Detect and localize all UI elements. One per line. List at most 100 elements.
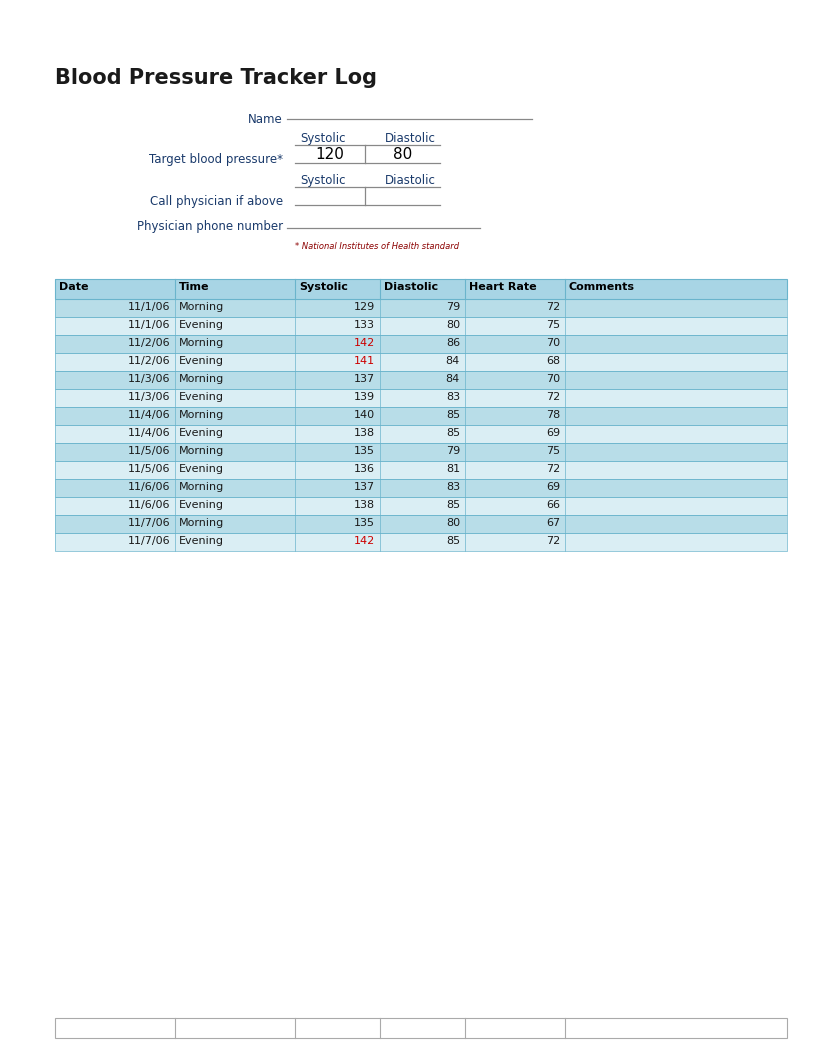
Text: 141: 141: [354, 356, 375, 366]
Text: 75: 75: [546, 320, 560, 330]
Bar: [55, 317, 787, 335]
Text: Date: Date: [59, 282, 88, 292]
Text: Morning: Morning: [179, 518, 224, 528]
Bar: [55, 371, 787, 389]
Text: 70: 70: [546, 338, 560, 348]
Text: 81: 81: [446, 464, 460, 474]
Text: 79: 79: [446, 446, 460, 456]
Text: 11/7/06: 11/7/06: [127, 518, 170, 528]
Bar: [55, 353, 787, 371]
Text: 85: 85: [446, 428, 460, 438]
Text: Blood Pressure Tracker Log: Blood Pressure Tracker Log: [55, 68, 377, 88]
Text: 11/5/06: 11/5/06: [127, 464, 170, 474]
Text: 85: 85: [446, 410, 460, 420]
Text: * National Institutes of Health standard: * National Institutes of Health standard: [295, 242, 459, 251]
Text: 69: 69: [546, 428, 560, 438]
Text: 139: 139: [354, 392, 375, 402]
Text: 11/2/06: 11/2/06: [127, 338, 170, 348]
Text: Diastolic: Diastolic: [385, 174, 436, 187]
Text: 11/6/06: 11/6/06: [127, 482, 170, 492]
Bar: [55, 299, 787, 317]
Text: 80: 80: [393, 147, 413, 162]
Text: Evening: Evening: [179, 320, 224, 330]
Bar: [55, 497, 787, 515]
Text: Morning: Morning: [179, 302, 224, 312]
Text: 11/5/06: 11/5/06: [127, 446, 170, 456]
Text: 138: 138: [354, 428, 375, 438]
Text: 72: 72: [546, 464, 560, 474]
Text: 78: 78: [546, 410, 560, 420]
Text: Morning: Morning: [179, 374, 224, 384]
Text: Evening: Evening: [179, 500, 224, 509]
Text: 11/7/06: 11/7/06: [127, 536, 170, 546]
Text: 135: 135: [354, 518, 375, 528]
Text: 86: 86: [446, 338, 460, 348]
Bar: [55, 279, 787, 299]
Bar: [55, 407, 787, 425]
Text: Morning: Morning: [179, 482, 224, 492]
Bar: [55, 335, 787, 353]
Text: Diastolic: Diastolic: [385, 132, 436, 145]
Bar: [55, 389, 787, 407]
Text: 72: 72: [546, 536, 560, 546]
Text: 142: 142: [354, 338, 375, 348]
Text: 11/3/06: 11/3/06: [127, 392, 170, 402]
Text: 11/1/06: 11/1/06: [127, 320, 170, 330]
Text: 83: 83: [446, 482, 460, 492]
Text: Systolic: Systolic: [299, 282, 348, 292]
Text: 11/4/06: 11/4/06: [127, 428, 170, 438]
Text: 80: 80: [446, 320, 460, 330]
Text: Evening: Evening: [179, 428, 224, 438]
Text: 138: 138: [354, 500, 375, 509]
Text: 68: 68: [546, 356, 560, 366]
Text: Target blood pressure*: Target blood pressure*: [149, 153, 283, 166]
Text: Evening: Evening: [179, 464, 224, 474]
Bar: [55, 479, 787, 497]
Bar: [55, 533, 787, 551]
Text: 11/1/06: 11/1/06: [127, 302, 170, 312]
Text: 69: 69: [546, 482, 560, 492]
Text: 67: 67: [546, 518, 560, 528]
Text: 135: 135: [354, 446, 375, 456]
Text: 129: 129: [354, 302, 375, 312]
Text: 11/2/06: 11/2/06: [127, 356, 170, 366]
Text: 70: 70: [546, 374, 560, 384]
Bar: [55, 461, 787, 479]
Text: Time: Time: [179, 282, 209, 292]
Text: 137: 137: [354, 374, 375, 384]
Text: 11/4/06: 11/4/06: [127, 410, 170, 420]
Text: 72: 72: [546, 302, 560, 312]
Text: 137: 137: [354, 482, 375, 492]
Text: 11/3/06: 11/3/06: [127, 374, 170, 384]
Text: Morning: Morning: [179, 410, 224, 420]
Text: 72: 72: [546, 392, 560, 402]
Text: 85: 85: [446, 500, 460, 509]
Text: 75: 75: [546, 446, 560, 456]
Text: 80: 80: [446, 518, 460, 528]
Text: 120: 120: [315, 147, 345, 162]
Text: 133: 133: [354, 320, 375, 330]
Text: Evening: Evening: [179, 356, 224, 366]
Text: 84: 84: [446, 374, 460, 384]
Text: Heart Rate: Heart Rate: [469, 282, 537, 292]
Text: Systolic: Systolic: [300, 174, 346, 187]
Text: 84: 84: [446, 356, 460, 366]
Text: Evening: Evening: [179, 536, 224, 546]
Text: 83: 83: [446, 392, 460, 402]
Text: 85: 85: [446, 536, 460, 546]
Bar: [55, 515, 787, 533]
Text: Name: Name: [248, 113, 283, 126]
Text: Morning: Morning: [179, 338, 224, 348]
Text: Diastolic: Diastolic: [384, 282, 438, 292]
Text: Physician phone number: Physician phone number: [137, 220, 283, 233]
Text: 140: 140: [354, 410, 375, 420]
Bar: [55, 443, 787, 461]
Text: Systolic: Systolic: [300, 132, 346, 145]
Text: Evening: Evening: [179, 392, 224, 402]
Text: 11/6/06: 11/6/06: [127, 500, 170, 509]
Text: 136: 136: [354, 464, 375, 474]
Text: Morning: Morning: [179, 446, 224, 456]
Text: Call physician if above: Call physician if above: [150, 194, 283, 208]
FancyBboxPatch shape: [55, 1018, 787, 1038]
Text: 79: 79: [446, 302, 460, 312]
